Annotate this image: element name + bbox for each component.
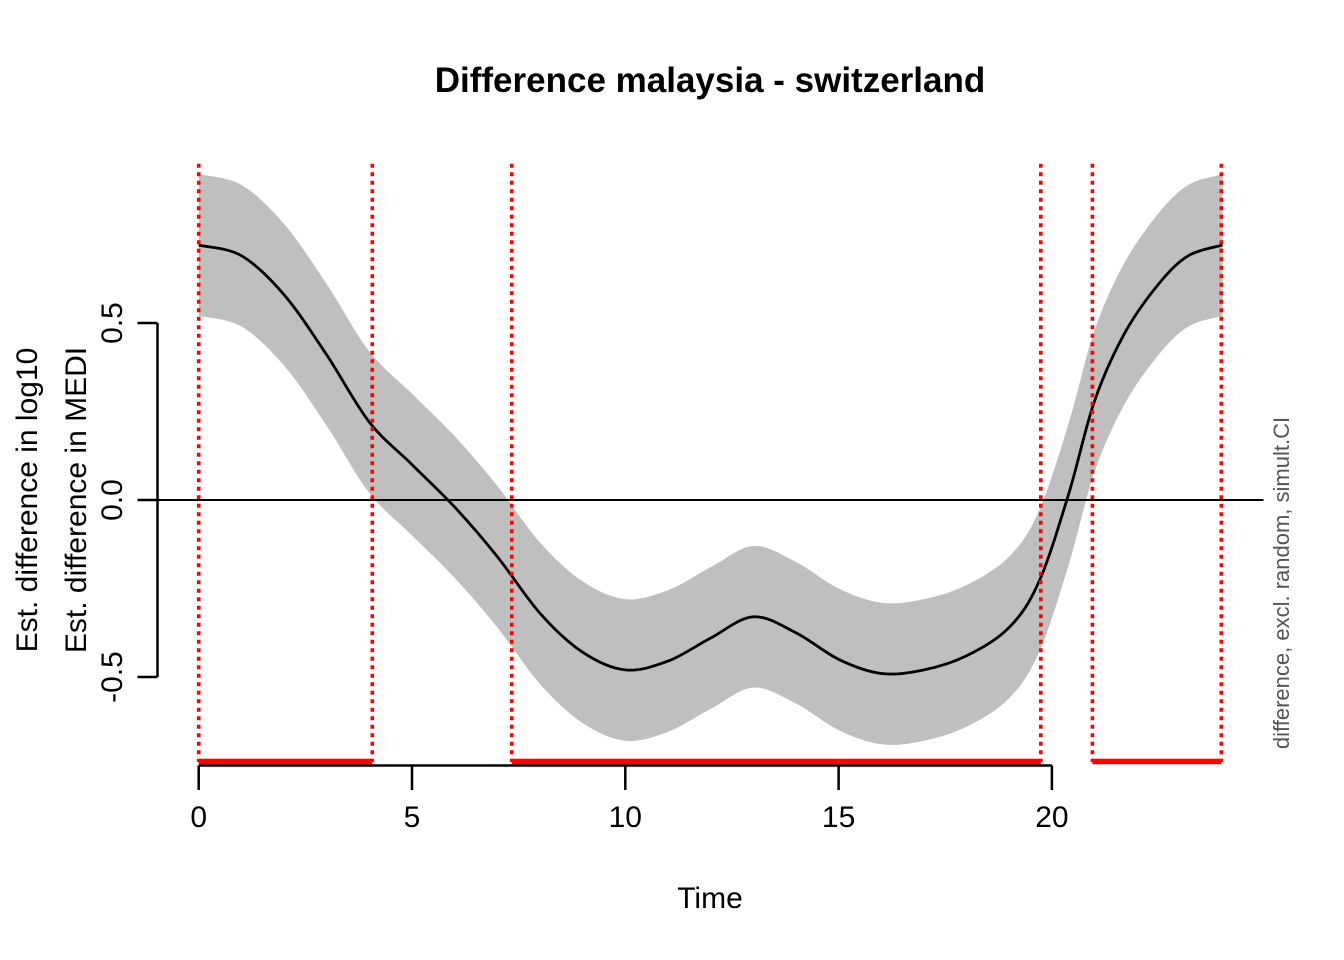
y-axis-title-line1: Est. difference in log10: [11, 347, 44, 653]
plot-title: Difference malaysia - switzerland: [434, 61, 986, 100]
right-margin-annotation: difference, excl. random, simult.CI: [1269, 416, 1294, 750]
estimate-curve: [198, 243, 1223, 676]
x-tick-label: 20: [1035, 801, 1069, 834]
x-axis-title: Time: [677, 882, 743, 915]
x-tick-label: 0: [190, 801, 208, 834]
x-tick-label: 5: [403, 801, 421, 834]
y-tick-label: 0.5: [96, 302, 129, 344]
y-axis-title-line2: Est. difference in MEDI: [60, 346, 93, 654]
y-tick-label: 0.0: [96, 479, 129, 521]
ci-band: [198, 174, 1223, 745]
x-tick-label: 15: [821, 801, 856, 834]
x-tick-label: 10: [608, 801, 642, 834]
y-tick-label: -0.5: [96, 651, 129, 703]
